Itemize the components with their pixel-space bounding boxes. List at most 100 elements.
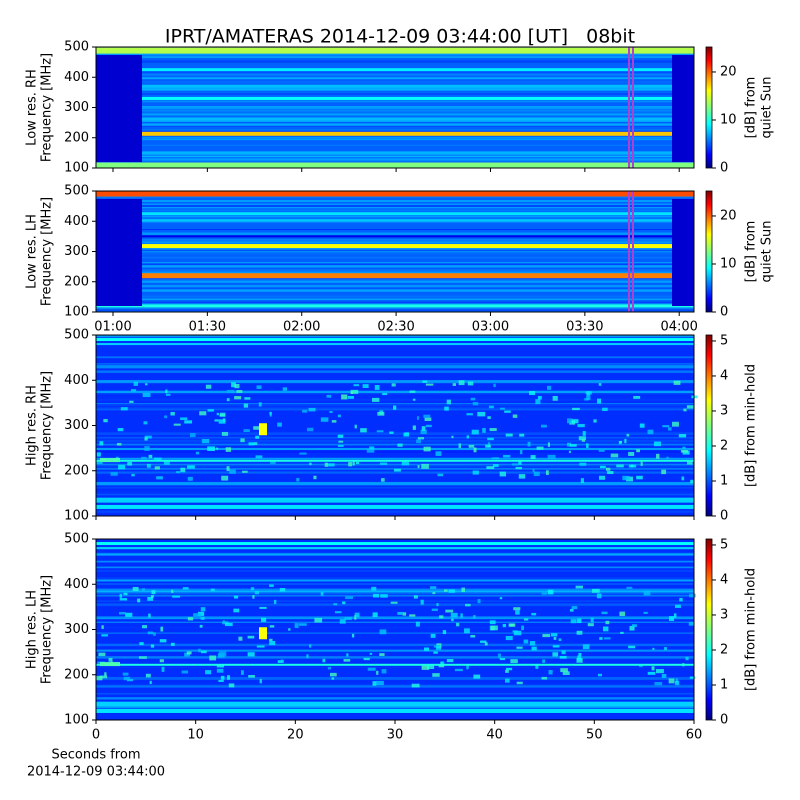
texture-dot (465, 603, 471, 607)
texture-dot (322, 658, 326, 663)
texture-dot (535, 399, 541, 405)
texture-dot (346, 653, 349, 657)
y-tick-label: 200 (64, 463, 89, 478)
texture-dot (101, 634, 109, 637)
texture-dot (598, 383, 602, 386)
texture-dot (216, 447, 219, 450)
texture-row (96, 397, 694, 400)
texture-dot (520, 449, 523, 455)
colorbar-tick-label: 3 (720, 607, 728, 622)
colorbar-tick-label: 2 (720, 642, 728, 657)
texture-row (96, 605, 694, 608)
texture-dot (254, 590, 259, 595)
texture-row (96, 239, 694, 241)
texture-dot (689, 593, 696, 598)
texture-row (96, 485, 694, 487)
texture-dot (683, 408, 687, 412)
texture-row (96, 471, 694, 474)
texture-row (96, 60, 694, 63)
texture-dot (430, 586, 437, 589)
band (96, 131, 694, 136)
texture-dot (255, 435, 260, 439)
texture-row (96, 242, 694, 245)
texture-dot (568, 450, 571, 454)
texture-dot (567, 442, 572, 447)
texture-dot (329, 410, 333, 413)
spectrogram-image (95, 334, 698, 517)
texture-dot (150, 595, 154, 598)
texture-row (96, 481, 694, 484)
texture-dot (218, 419, 226, 424)
texture-dot (662, 425, 670, 428)
texture-dot (308, 407, 316, 412)
texture-dot (222, 620, 225, 623)
texture-dot (381, 478, 385, 482)
texture-dot (580, 478, 584, 484)
band (96, 708, 694, 713)
texture-dot (473, 615, 476, 619)
texture-dot (473, 447, 477, 453)
texture-dot (473, 674, 481, 679)
texture-dot (579, 462, 587, 466)
texture-dot (207, 446, 216, 452)
texture-row (96, 308, 694, 311)
texture-row (96, 220, 694, 223)
texture-dot (236, 390, 243, 393)
texture-dot (505, 433, 513, 437)
texture-dot (138, 656, 147, 659)
texture-dot (540, 424, 547, 428)
texture-dot (674, 680, 680, 686)
texture-dot (630, 464, 634, 468)
y-tick-label: 200 (64, 130, 89, 145)
band (96, 96, 694, 100)
texture-dot (423, 414, 431, 418)
texture-dot (653, 441, 661, 447)
texture-dot (220, 675, 225, 680)
texture-dot (420, 429, 427, 435)
texture-dot (253, 426, 261, 430)
texture-dot (269, 412, 272, 417)
texture-dot (624, 438, 627, 444)
texture-dot (142, 392, 151, 398)
texture-dot (379, 629, 387, 635)
texture-dot (403, 432, 410, 437)
texture-dot (199, 624, 203, 628)
texture-dot (140, 456, 147, 460)
texture-dot (372, 612, 378, 617)
texture-dot (432, 673, 440, 677)
colorbar (705, 190, 713, 313)
texture-dot (351, 633, 355, 638)
texture-dot (228, 683, 235, 688)
texture-dot (210, 588, 215, 592)
texture-row (96, 697, 694, 700)
texture-dot (523, 639, 529, 644)
texture-row (96, 560, 694, 563)
texture-dot (277, 660, 284, 664)
texture-dot (512, 630, 518, 633)
texture-row (96, 200, 694, 202)
texture-dot (587, 623, 594, 627)
y-tick-label: 100 (64, 161, 89, 176)
texture-dot (682, 450, 690, 455)
texture-row (96, 289, 694, 292)
texture-dot (542, 659, 546, 663)
texture-dot (110, 472, 118, 476)
texture-dot (147, 631, 154, 635)
y-tick-label: 100 (64, 509, 89, 524)
texture-dot (686, 405, 695, 409)
figure-title: IPRT/AMATERAS 2014-12-09 03:44:00 [UT] 0… (165, 26, 635, 48)
y-tick-label: 400 (64, 373, 89, 388)
texture-dot (137, 598, 141, 603)
band (96, 191, 694, 197)
texture-row (96, 579, 694, 582)
texture-dot (444, 406, 449, 411)
texture-dot (502, 623, 507, 628)
colorbar-tick-label: 10 (720, 112, 737, 127)
texture-dot (227, 675, 230, 680)
texture-row (96, 487, 694, 489)
band (96, 244, 694, 249)
texture-dot (160, 626, 164, 632)
texture-dot (163, 460, 170, 465)
texture-dot (101, 625, 104, 629)
texture-dot (604, 637, 611, 640)
